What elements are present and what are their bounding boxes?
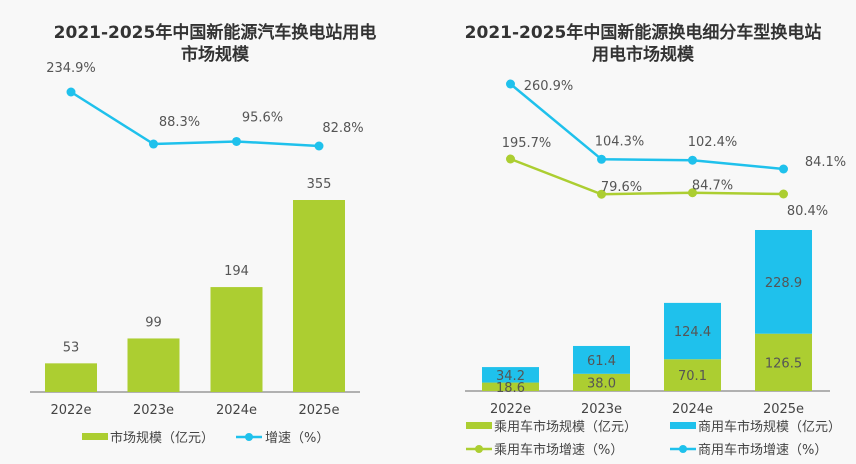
left-growth-point (232, 136, 241, 146)
right-bar-passenger-label: 18.6 (496, 381, 525, 396)
right-bar-commercial-label: 228.9 (765, 276, 802, 291)
right-bar-passenger-2024e (664, 359, 721, 391)
right-passenger-growth-point (506, 154, 515, 164)
right-x-tick: 2023e (581, 402, 622, 417)
left-x-tick: 2022e (50, 403, 91, 418)
right-bar-passenger-2023e (573, 373, 630, 391)
left-x-tick: 2024e (216, 403, 257, 418)
right-x-tick: 2024e (672, 402, 713, 417)
right-title-line1: 2021-2025年中国新能源换电细分车型换电站 (464, 23, 822, 43)
right-passenger-growth-label: 79.6% (601, 180, 642, 195)
right-bar-passenger-label: 70.1 (678, 369, 707, 384)
legend-label-market-size: 市场规模（亿元） (110, 430, 214, 446)
legend-label-commercial-growth: 商用车市场增速（%） (698, 442, 827, 458)
right-title-line2: 用电市场规模 (592, 45, 694, 65)
right-chart-title: 2021-2025年中国新能源换电细分车型换电站 用电市场规模 (438, 22, 848, 66)
legend-marker-commercial-growth (679, 445, 687, 453)
left-bar-label: 355 (307, 177, 332, 192)
left-bar-2025e (293, 200, 345, 392)
left-growth-label: 234.9% (46, 61, 96, 76)
right-bar-passenger-2022e (482, 382, 539, 391)
left-title-line1: 2021-2025年中国新能源汽车换电站用电 (53, 23, 377, 43)
legend-swatch-commercial-size (670, 422, 696, 429)
legend-label-passenger-size: 乘用车市场规模（亿元） (494, 419, 637, 435)
right-passenger-growth-point (779, 189, 788, 199)
left-bar-2022e (45, 363, 97, 392)
right-bar-commercial-2022e (482, 367, 539, 383)
right-commercial-growth-point (506, 79, 515, 89)
left-x-tick: 2023e (133, 403, 174, 418)
right-commercial-growth-line (509, 83, 784, 171)
left-chart-title: 2021-2025年中国新能源汽车换电站用电 市场规模 (10, 22, 420, 66)
left-title-line2: 市场规模 (181, 45, 249, 65)
right-bar-commercial-label: 34.2 (496, 369, 525, 384)
right-bar-commercial-label: 124.4 (674, 325, 711, 340)
left-bar-2024e (210, 287, 263, 392)
left-growth-point (149, 139, 158, 149)
left-growth-label: 88.3% (159, 115, 200, 130)
left-bar-label: 53 (63, 340, 80, 355)
right-commercial-growth-label: 260.9% (524, 79, 574, 94)
legend-label-passenger-growth: 乘用车市场增速（%） (494, 442, 623, 458)
right-commercial-growth-point (688, 155, 697, 165)
legend-label-growth: 增速（%） (265, 431, 329, 446)
legend-marker-passenger-growth (475, 445, 483, 453)
right-passenger-growth-line (510, 157, 784, 196)
right-x-tick: 2025e (763, 402, 804, 417)
right-commercial-growth-label: 102.4% (688, 135, 738, 150)
right-bar-passenger-label: 126.5 (765, 356, 802, 371)
left-growth-point (66, 87, 76, 97)
right-commercial-growth-point (597, 154, 606, 164)
left-bar-2023e (127, 338, 180, 392)
left-bar-label: 194 (224, 264, 249, 279)
right-commercial-growth-label: 84.1% (805, 155, 846, 170)
right-bar-commercial-2023e (573, 345, 630, 374)
right-bar-commercial-2024e (664, 302, 721, 360)
right-bar-commercial-label: 61.4 (587, 354, 616, 369)
right-passenger-growth-label: 84.7% (692, 179, 733, 194)
right-passenger-growth-label: 195.7% (502, 136, 552, 151)
left-growth-point (314, 141, 324, 151)
left-growth-line (70, 90, 320, 148)
right-bar-commercial-2025e (755, 230, 812, 334)
left-x-tick: 2025e (298, 403, 339, 418)
right-passenger-growth-point (597, 189, 606, 199)
right-passenger-growth-label: 80.4% (787, 204, 828, 219)
legend-swatch-market-size (82, 433, 108, 440)
right-bar-passenger-2025e (755, 333, 812, 391)
legend-marker-growth (245, 433, 253, 441)
legend-swatch-passenger-size (466, 422, 492, 429)
right-commercial-growth-point (779, 164, 788, 174)
right-bar-passenger-label: 38.0 (587, 376, 616, 391)
left-growth-label: 95.6% (242, 110, 283, 125)
right-passenger-growth-point (688, 188, 697, 198)
left-bar-label: 99 (145, 315, 162, 330)
left-growth-label: 82.8% (322, 121, 363, 136)
right-x-tick: 2022e (490, 402, 531, 417)
right-commercial-growth-label: 104.3% (595, 134, 645, 149)
legend-label-commercial-size: 商用车市场规模（亿元） (698, 419, 841, 435)
